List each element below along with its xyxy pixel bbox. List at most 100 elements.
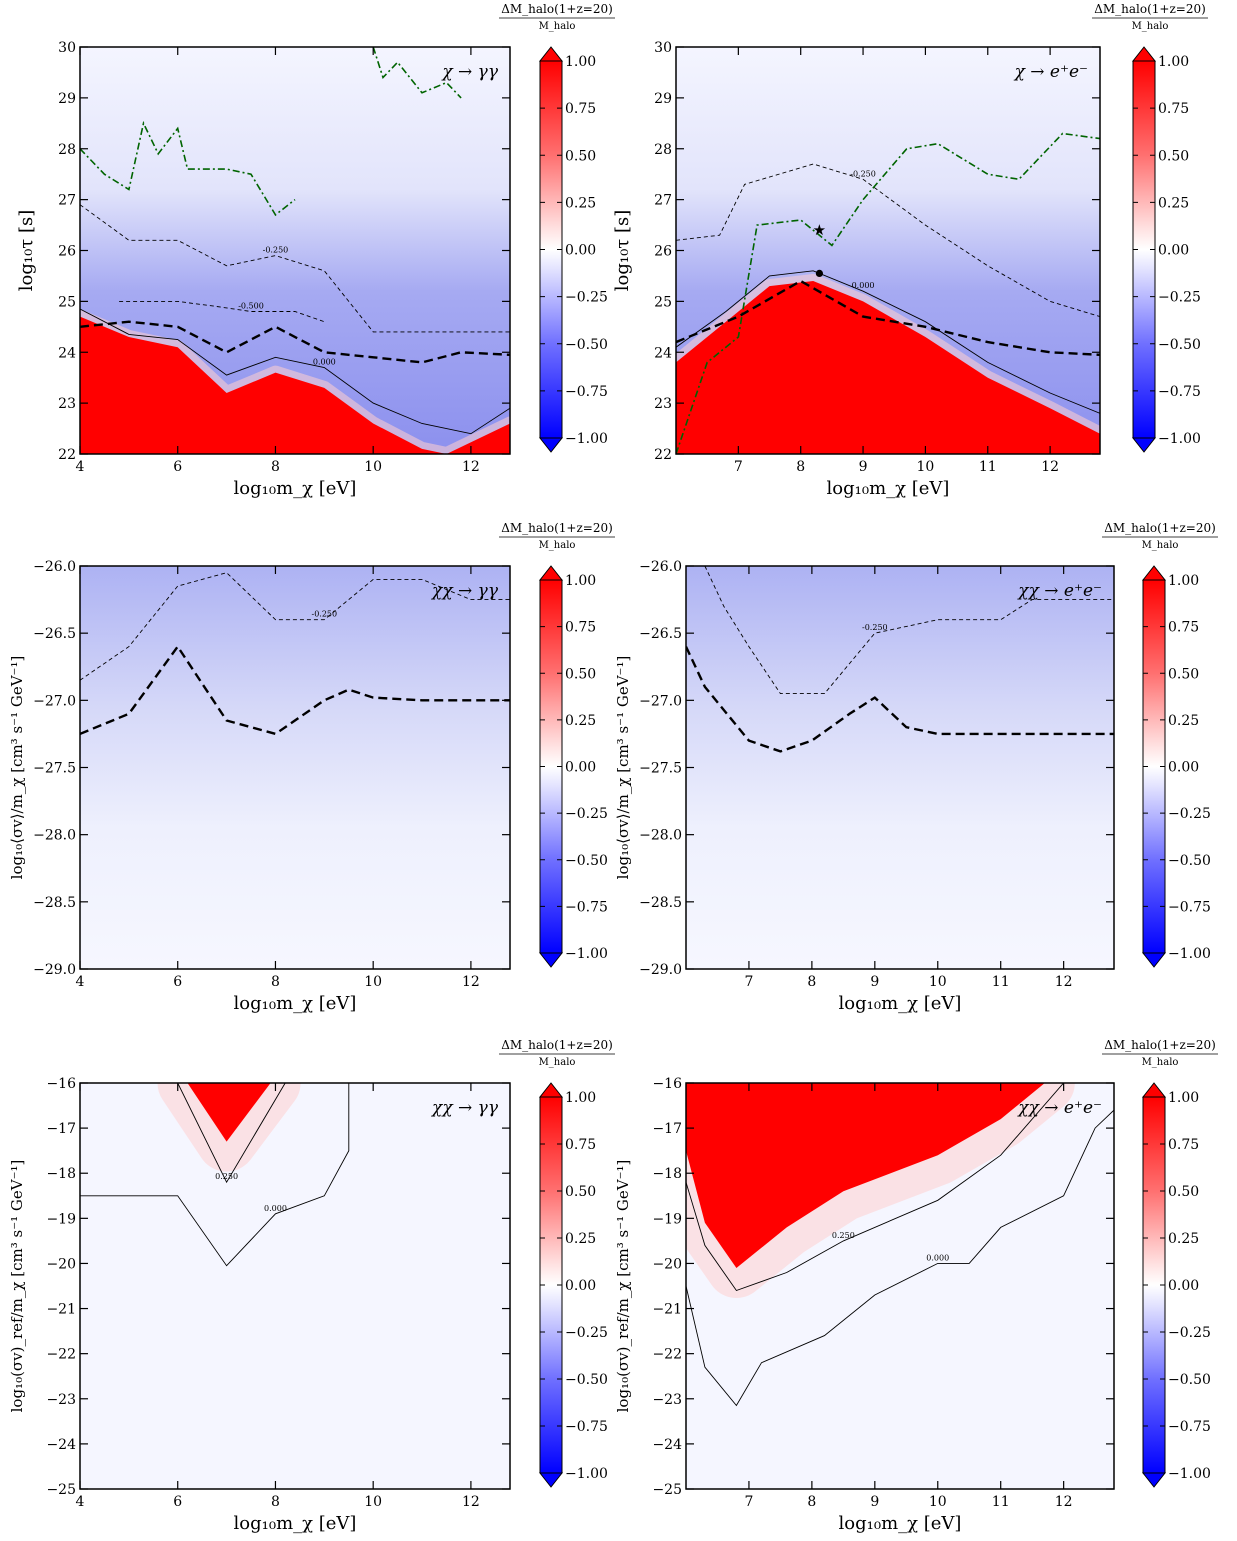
y-tick-label: −24 bbox=[652, 1437, 682, 1453]
y-axis-label: log₁₀⟨σv⟩/m_χ [cm³ s⁻¹ GeV⁻¹] bbox=[8, 656, 26, 880]
y-tick-label: −25 bbox=[652, 1482, 682, 1498]
panel-pwave-ee: 0.250 0.000 χχ → e⁺e⁻ 7 8 9 10 11 12 −25 −24 −23 −22… bbox=[614, 1038, 1218, 1534]
y-tick-label: 26 bbox=[58, 244, 76, 260]
contour-line bbox=[80, 308, 510, 435]
x-tick-label: 11 bbox=[992, 1494, 1010, 1510]
y-tick-label: 25 bbox=[58, 294, 76, 310]
process-annotation: χχ → e⁺e⁻ bbox=[1017, 581, 1102, 601]
colorbar-extend-min bbox=[1141, 952, 1167, 968]
y-tick-label: −22 bbox=[46, 1347, 76, 1363]
colorbar-tick-label: −0.25 bbox=[565, 806, 608, 822]
colorbar-tick-label: −0.25 bbox=[565, 290, 608, 306]
colorbar-title-denominator: M_halo bbox=[539, 21, 576, 32]
colorbar-title-numerator: ΔM_halo(1+z=20) bbox=[501, 521, 613, 535]
y-tick-label: −19 bbox=[652, 1211, 682, 1227]
y-tick-label: −20 bbox=[46, 1256, 76, 1272]
x-tick-label: 10 bbox=[364, 459, 382, 475]
y-tick-label: −21 bbox=[652, 1302, 682, 1318]
colorbar-tick-label: −0.50 bbox=[1158, 337, 1201, 353]
colorbar-tick-label: 0.75 bbox=[565, 101, 596, 117]
x-tick-label: 10 bbox=[364, 1494, 382, 1510]
colorbar-tick-label: −0.50 bbox=[1168, 1372, 1211, 1388]
x-tick-label: 9 bbox=[870, 974, 879, 990]
contour-line bbox=[686, 1109, 1114, 1407]
y-tick-label: 29 bbox=[654, 91, 672, 107]
x-tick-label: 11 bbox=[979, 459, 997, 475]
colorbar-title-denominator: M_halo bbox=[1132, 21, 1169, 32]
colorbar: 1.00 0.75 0.50 0.25 0.00 −0.25 −0.50 −0.75 −1.00… bbox=[499, 521, 615, 968]
y-axis-label: log₁₀(σv)_ref/m_χ [cm³ s⁻¹ GeV⁻¹] bbox=[614, 1160, 632, 1413]
colorbar-tick-label: −0.50 bbox=[565, 853, 608, 869]
colorbar-tick-label: −1.00 bbox=[1158, 431, 1201, 447]
contour-label: -0.250 bbox=[312, 610, 338, 619]
contour-line bbox=[676, 270, 1100, 414]
contour-label: 0.250 bbox=[215, 1172, 238, 1181]
y-tick-label: 28 bbox=[654, 142, 672, 158]
y-tick-label: −23 bbox=[46, 1392, 76, 1408]
y-tick-label: 24 bbox=[58, 345, 76, 361]
colorbar-title-numerator: ΔM_halo(1+z=20) bbox=[501, 1038, 613, 1052]
axes-frame bbox=[79, 1082, 511, 1490]
positive-region bbox=[686, 1083, 1045, 1268]
process-annotation: χχ → e⁺e⁻ bbox=[1017, 1098, 1102, 1118]
colorbar-tick-label: 1.00 bbox=[565, 1090, 596, 1106]
y-tick-label: −24 bbox=[46, 1437, 76, 1453]
panel-pwave-gamma: 0.000 0.250 χχ → γγ 4 6 8 10 12 −25 −24 −23 −22 −21 −… bbox=[8, 1038, 615, 1534]
colorbar-tick-label: 0.50 bbox=[565, 666, 596, 682]
contour-label: -0.250 bbox=[850, 169, 876, 178]
x-tick-label: 7 bbox=[734, 459, 743, 475]
colorbar-tick-label: 0.25 bbox=[565, 195, 596, 211]
panel-decay-gamma: -0.250 -0.500 0.000 χ → γγ 4 6 8 10 12 22 23 24 25 26… bbox=[16, 2, 615, 499]
colorbar-tick-label: 0.00 bbox=[565, 243, 596, 259]
y-tick-label: 24 bbox=[654, 345, 672, 361]
colorbar-tick-label: −1.00 bbox=[1168, 946, 1211, 962]
colorbar-tick-label: −1.00 bbox=[1168, 1466, 1211, 1482]
reference-constraint-line bbox=[80, 320, 510, 364]
contour-label: 0.000 bbox=[313, 358, 336, 367]
y-tick-label: −27.0 bbox=[639, 693, 682, 709]
observational-bound-line bbox=[80, 120, 296, 217]
colorbar: 1.00 0.75 0.50 0.25 0.00 −0.25 −0.50 −0.75 −1.00… bbox=[1102, 521, 1218, 968]
y-tick-label: 30 bbox=[58, 40, 76, 56]
y-tick-label: −27.0 bbox=[33, 693, 76, 709]
contour-line bbox=[80, 572, 510, 681]
contour-label: -0.250 bbox=[263, 246, 289, 255]
contour-line bbox=[177, 1083, 286, 1184]
colorbar-tick-label: −0.25 bbox=[1168, 806, 1211, 822]
y-tick-label: −25 bbox=[46, 1482, 76, 1498]
x-tick-label: 9 bbox=[859, 459, 868, 475]
x-axis-label: log₁₀m_χ [eV] bbox=[839, 1513, 962, 1534]
y-tick-label: −19 bbox=[46, 1211, 76, 1227]
x-tick-label: 4 bbox=[76, 459, 85, 475]
y-tick-label: −16 bbox=[46, 1076, 76, 1092]
y-tick-label: −29.0 bbox=[639, 962, 682, 978]
panel-swave-ee: -0.250 χχ → e⁺e⁻ 7 8 9 10 11 12 −29.0 −28.5 −28.0 −… bbox=[614, 521, 1218, 1014]
plot-area: -0.250 bbox=[80, 566, 510, 969]
contour-line bbox=[686, 1083, 1064, 1292]
x-tick-label: 12 bbox=[1055, 1494, 1073, 1510]
axes-frame bbox=[685, 1082, 1115, 1490]
colorbar: 1.00 0.75 0.50 0.25 0.00 −0.25 −0.50 −0.75 −1.00… bbox=[1102, 1038, 1218, 1488]
y-tick-label: 23 bbox=[654, 396, 672, 412]
colorbar-tick-label: 0.25 bbox=[1158, 195, 1189, 211]
colorbar-extend-min bbox=[538, 1472, 564, 1488]
y-axis-label: log₁₀(σv)_ref/m_χ [cm³ s⁻¹ GeV⁻¹] bbox=[8, 1160, 26, 1413]
colorbar-title-denominator: M_halo bbox=[539, 540, 576, 551]
colorbar-title-numerator: ΔM_halo(1+z=20) bbox=[1094, 2, 1206, 16]
x-axis-label: log₁₀m_χ [eV] bbox=[234, 993, 357, 1014]
colorbar-tick-label: −1.00 bbox=[565, 431, 608, 447]
x-axis-label: log₁₀m_χ [eV] bbox=[234, 478, 357, 499]
y-tick-label: −28.0 bbox=[33, 828, 76, 844]
contour-line bbox=[704, 566, 1114, 695]
colorbar-extend-max bbox=[538, 1082, 564, 1098]
colorbar-title-denominator: M_halo bbox=[1142, 1057, 1179, 1068]
y-tick-label: −23 bbox=[652, 1392, 682, 1408]
colorbar-tick-label: 0.50 bbox=[1168, 1184, 1199, 1200]
y-tick-label: −20 bbox=[652, 1256, 682, 1272]
colorbar-extend-max bbox=[538, 46, 564, 62]
y-axis-label: log₁₀τ [s] bbox=[612, 210, 633, 292]
colorbar-tick-label: 0.75 bbox=[1158, 101, 1189, 117]
y-tick-label: 28 bbox=[58, 142, 76, 158]
contour-label: 0.000 bbox=[264, 1204, 287, 1213]
plot-area: -0.250 bbox=[686, 566, 1114, 969]
